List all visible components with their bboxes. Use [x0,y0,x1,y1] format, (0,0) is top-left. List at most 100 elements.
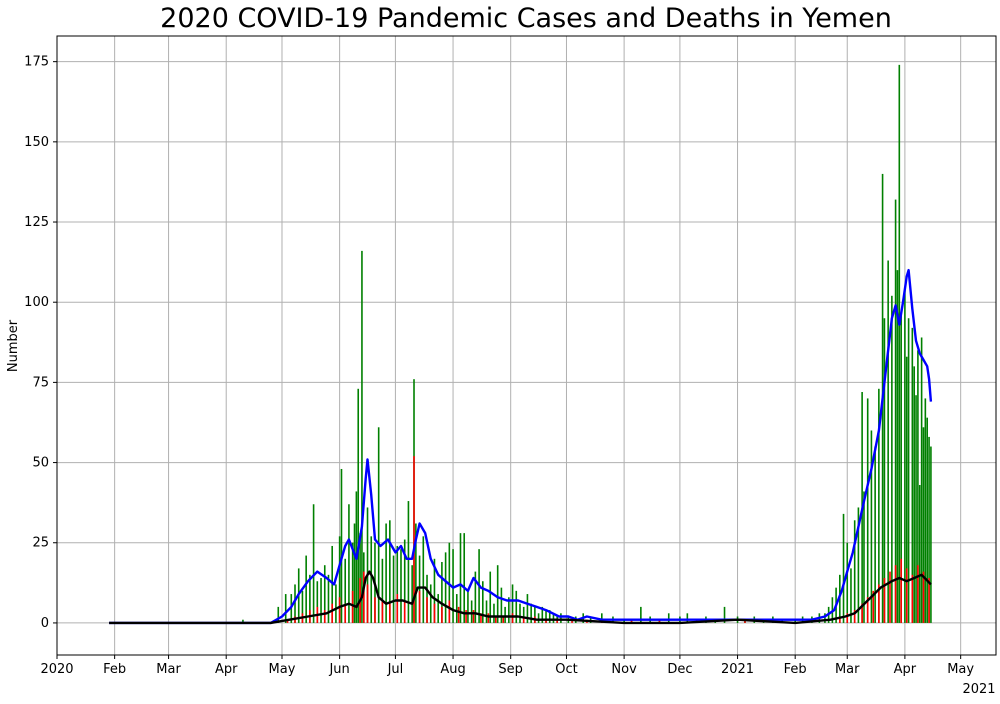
bar [361,250,363,623]
bar [911,574,914,623]
bar [305,555,307,623]
bar [870,430,873,623]
bar [857,507,860,623]
bar [508,597,510,623]
bar [541,606,544,623]
bar [905,356,908,623]
bar [928,578,930,623]
bar [323,610,326,623]
bar [482,581,484,623]
bar [522,616,525,623]
bar [878,388,880,623]
x-tick-label: Oct [555,662,577,677]
bar [883,578,886,623]
bar [465,610,467,623]
series-line-3 [109,570,932,625]
bar [320,578,322,623]
bar [407,501,410,623]
bar [723,606,726,623]
bar [556,619,558,623]
bar [441,606,443,623]
bar [422,536,425,623]
bar [437,594,439,623]
y-tick-label: 125 [24,215,49,230]
bar [242,619,244,623]
bar [853,520,856,623]
bar [487,613,490,623]
bar [894,199,897,623]
bar [794,619,796,623]
bar [601,613,603,623]
bar [381,600,384,623]
y-tick-label: 100 [24,295,49,310]
bar [415,523,417,623]
bar [381,558,384,623]
bar [389,520,391,623]
bar [327,574,330,623]
bar [896,270,899,623]
bar [403,539,406,623]
bar [301,590,304,623]
bar [623,619,625,623]
bar [920,337,923,623]
bar [658,619,661,623]
bar [866,398,869,623]
bar [286,619,289,623]
bar [495,616,497,623]
bar [560,613,562,623]
bar [519,603,521,623]
bar [552,613,555,623]
lines [109,268,933,625]
x-tick-label: Feb [103,662,126,677]
bar [385,523,387,623]
x-tick-label: May [269,662,296,677]
bar [474,571,477,623]
bar [883,318,886,623]
bar [331,603,333,623]
bar [426,597,428,623]
x-axis-year-offset-label: 2021 [962,682,995,697]
bar [480,613,482,623]
bar [444,552,447,623]
bar [340,468,343,623]
bar [489,571,492,623]
bar [878,584,880,623]
bar [351,590,354,623]
series-line-2 [109,268,933,625]
bar [571,619,573,623]
plot-frame [56,35,997,656]
bar [891,295,893,623]
bar [496,565,499,623]
bar [905,568,908,623]
x-tick-label: Jun [328,662,349,677]
bar [493,603,495,623]
bar [455,594,458,623]
bar [915,395,917,623]
bar [866,597,869,623]
bar [472,610,475,623]
bar [630,619,633,623]
bar [363,571,365,623]
bar [357,388,360,623]
bar [846,542,849,623]
bar [374,597,376,623]
bar [889,571,891,623]
bar [413,456,415,623]
bar [522,606,525,623]
bar [534,606,536,623]
bar [853,610,856,623]
ticks: 0 25 50 75 100 125 150 175 2020 Feb Mar Apr May Jun Ju… [24,55,974,677]
bar [874,446,876,623]
y-tick-label: 75 [32,375,49,390]
y-axis-label: Number [6,319,21,372]
bar [922,427,925,623]
bar [433,603,436,623]
bar [824,613,826,623]
bar [526,594,529,623]
bar [389,603,391,623]
x-tick-label: Feb [784,662,807,677]
x-tick-label: Mar [835,662,860,677]
bar [589,616,592,623]
x-tick-label: May [947,662,974,677]
